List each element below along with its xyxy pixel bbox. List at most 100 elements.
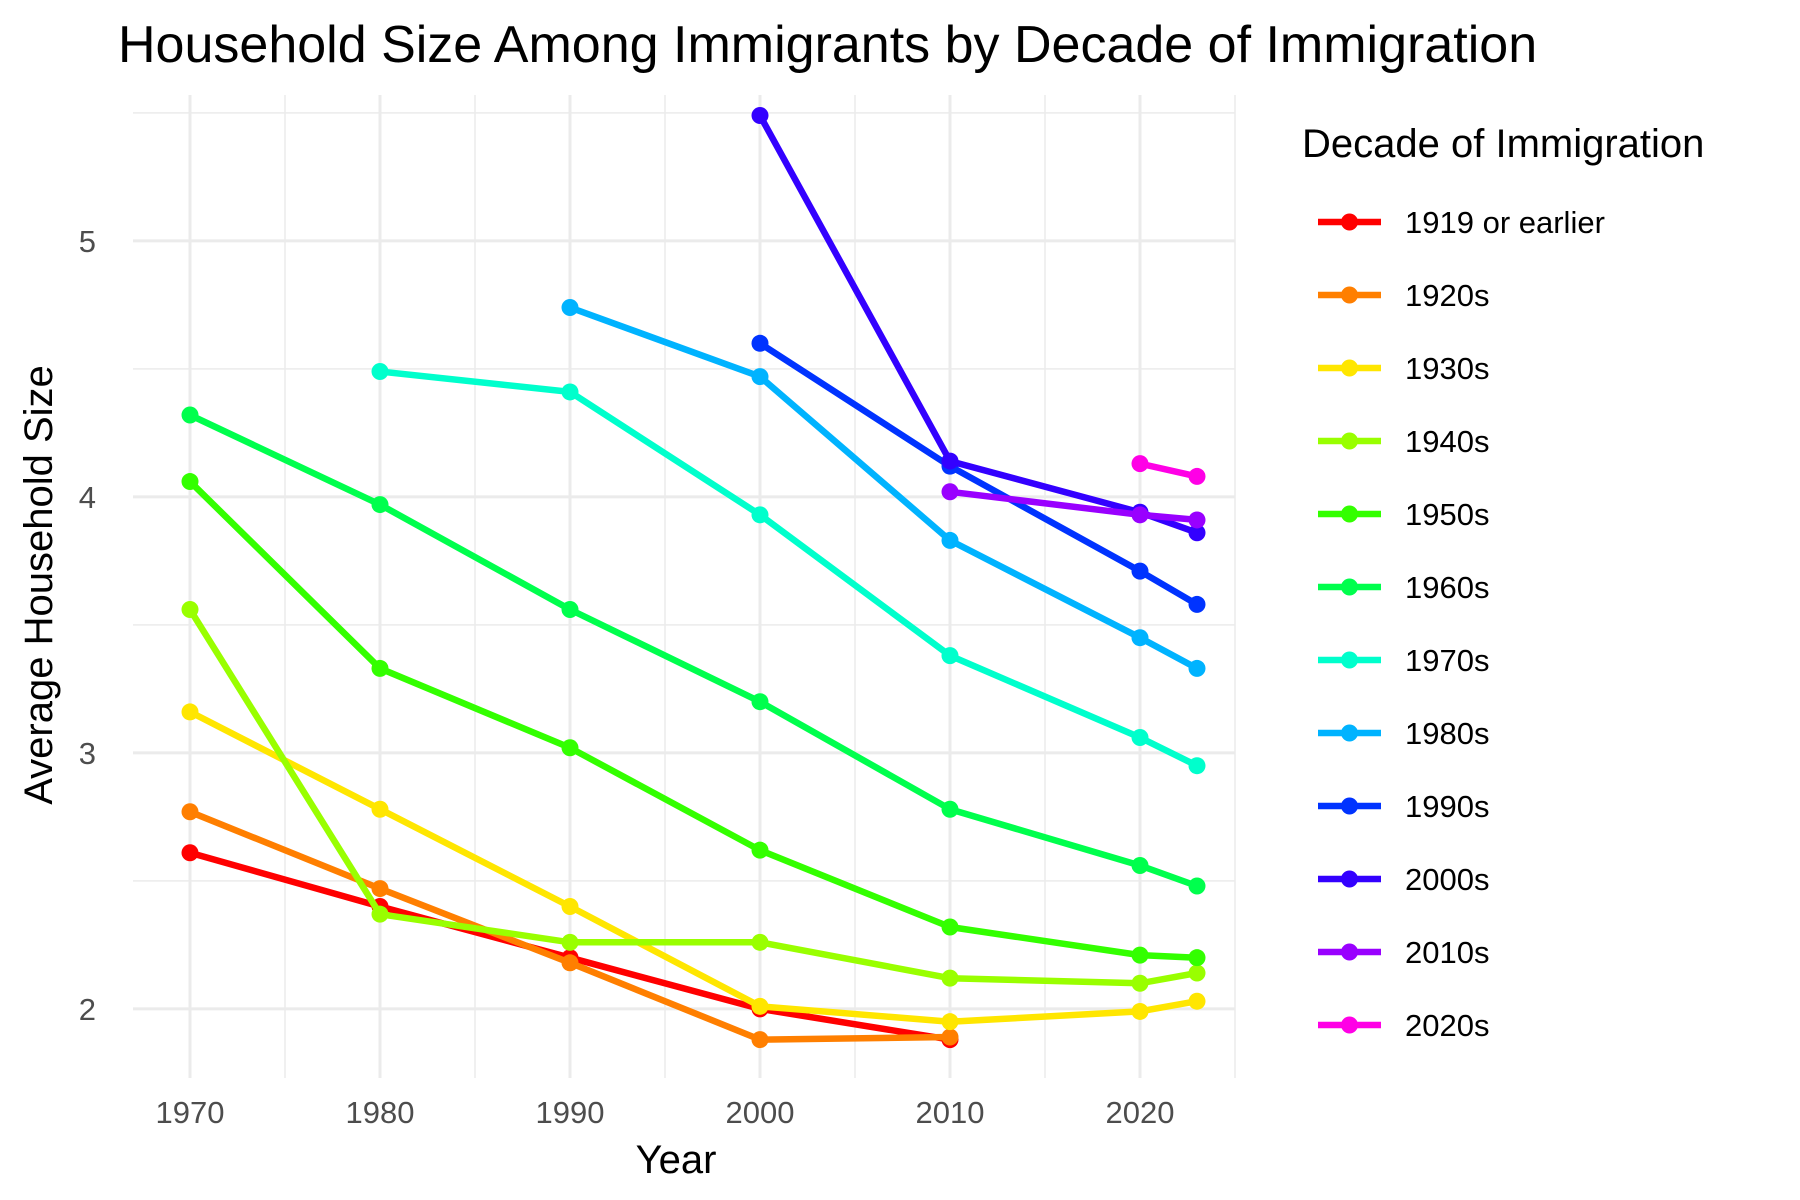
data-point <box>1188 877 1206 895</box>
data-point <box>941 918 959 936</box>
data-point <box>371 362 389 380</box>
y-tick-label: 5 <box>79 224 96 259</box>
tick-layer: 1970 1980 1990 2000 2010 2020 2 3 4 5 <box>79 224 1175 1130</box>
data-point <box>561 954 579 972</box>
data-point <box>561 739 579 757</box>
data-point <box>751 997 769 1015</box>
data-point <box>1188 659 1206 677</box>
legend-key-point <box>1341 870 1358 888</box>
series-line <box>188 709 1198 1025</box>
series-9 <box>751 106 1206 542</box>
data-point <box>371 880 389 898</box>
legend-key-point <box>1341 505 1358 523</box>
legend-items: 1919 or earlier 1920s 1930s 1940s 1950s 1960s… <box>1318 205 1605 1043</box>
data-point <box>751 693 769 711</box>
data-point <box>181 406 199 424</box>
series-2 <box>181 703 1206 1031</box>
series-11 <box>1131 455 1206 485</box>
data-point <box>181 473 199 491</box>
series-line <box>757 113 1199 536</box>
legend-item: 2010s <box>1318 935 1489 970</box>
data-point <box>561 383 579 401</box>
y-axis-title: Average Household Size <box>17 365 61 805</box>
data-point <box>561 298 579 316</box>
legend-label: 1960s <box>1405 570 1489 605</box>
series-line <box>1139 460 1198 480</box>
data-point <box>1188 992 1206 1010</box>
data-point <box>1188 949 1206 967</box>
data-point <box>181 703 199 721</box>
data-point <box>941 969 959 987</box>
data-point <box>751 841 769 859</box>
series-5 <box>181 406 1206 895</box>
chart-title: Household Size Among Immigrants by Decad… <box>118 16 1537 74</box>
legend-item: 2020s <box>1318 1008 1489 1043</box>
legend-key-point <box>1341 1016 1358 1034</box>
data-point <box>751 334 769 352</box>
data-point <box>371 496 389 514</box>
data-point <box>1131 974 1149 992</box>
data-point <box>751 368 769 386</box>
legend-key-point <box>1341 286 1358 304</box>
x-tick-label: 2000 <box>726 1095 795 1130</box>
data-point <box>1131 506 1149 524</box>
legend-key-point <box>1341 797 1358 815</box>
legend-label: 1940s <box>1405 424 1489 459</box>
data-point <box>1188 511 1206 529</box>
legend-label: 1950s <box>1405 497 1489 532</box>
series-line <box>758 340 1199 608</box>
data-point <box>941 1028 959 1046</box>
legend-item: 1919 or earlier <box>1318 205 1605 240</box>
legend-item: 1950s <box>1318 497 1489 532</box>
data-point <box>181 601 199 619</box>
legend-label: 2000s <box>1405 862 1489 897</box>
series-line <box>187 479 1198 961</box>
legend-key-point <box>1341 359 1358 377</box>
data-point <box>1131 946 1149 964</box>
legend-item: 1940s <box>1318 424 1489 459</box>
data-point <box>1131 1002 1149 1020</box>
legend-item: 1930s <box>1318 351 1489 386</box>
x-tick-label: 2020 <box>1106 1095 1175 1130</box>
data-point <box>751 506 769 524</box>
x-tick-label: 1970 <box>156 1095 225 1130</box>
data-point <box>561 933 579 951</box>
legend-key-point <box>1341 578 1358 596</box>
series-line <box>379 368 1199 769</box>
series-8 <box>751 334 1206 613</box>
data-point <box>941 483 959 501</box>
y-tick-label: 2 <box>79 992 96 1027</box>
data-point <box>1131 729 1149 747</box>
legend-item: 1970s <box>1318 643 1489 678</box>
data-point <box>371 905 389 923</box>
series-3 <box>181 601 1206 992</box>
data-point <box>1131 562 1149 580</box>
legend-key-point <box>1341 651 1358 669</box>
legend-item: 1960s <box>1318 570 1489 605</box>
series-10 <box>941 483 1206 529</box>
data-point <box>371 659 389 677</box>
data-point <box>1131 455 1149 473</box>
data-point <box>1188 595 1206 613</box>
legend: Decade of Immigration 1919 or earlier 192… <box>1302 122 1704 1043</box>
data-point <box>1188 467 1206 485</box>
legend-label: 1919 or earlier <box>1405 205 1605 240</box>
legend-label: 1920s <box>1405 278 1489 313</box>
legend-item: 1920s <box>1318 278 1489 313</box>
series-7 <box>561 298 1206 677</box>
legend-label: 2020s <box>1405 1008 1489 1043</box>
legend-item: 1990s <box>1318 789 1489 824</box>
data-point <box>941 800 959 818</box>
series-4 <box>181 473 1206 967</box>
legend-item: 1980s <box>1318 716 1489 751</box>
legend-label: 1970s <box>1405 643 1489 678</box>
y-tick-label: 4 <box>79 480 96 515</box>
x-tick-label: 1990 <box>536 1095 605 1130</box>
data-point <box>1188 757 1206 775</box>
legend-label: 1980s <box>1405 716 1489 751</box>
legend-key-point <box>1341 724 1358 742</box>
x-tick-label: 2010 <box>916 1095 985 1130</box>
data-point <box>941 531 959 549</box>
